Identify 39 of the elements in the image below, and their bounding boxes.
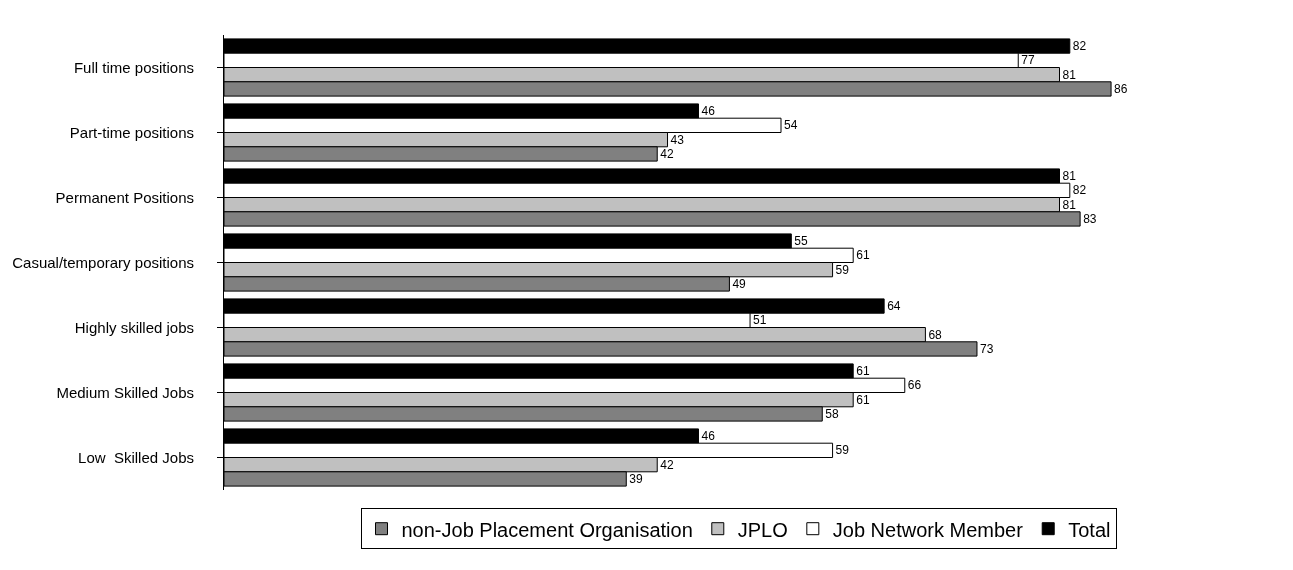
data-label: 83 bbox=[1083, 211, 1097, 226]
data-label: 51 bbox=[753, 313, 767, 328]
data-label: 82 bbox=[1072, 39, 1087, 54]
data-label: 61 bbox=[856, 392, 870, 407]
legend-label: JPLO bbox=[737, 518, 788, 541]
data-label: 66 bbox=[907, 378, 922, 393]
data-label: 86 bbox=[1114, 81, 1128, 96]
data-label: 81 bbox=[1062, 67, 1077, 82]
data-label: 59 bbox=[835, 443, 850, 458]
data-label: 55 bbox=[794, 234, 808, 249]
data-label: 46 bbox=[701, 429, 716, 444]
data-label: 42 bbox=[660, 457, 674, 472]
y-tick-label: Full time positions bbox=[73, 58, 194, 76]
data-label: 39 bbox=[629, 471, 643, 486]
data-label: 49 bbox=[732, 276, 747, 291]
data-label: 61 bbox=[856, 364, 870, 379]
y-tick-label: Highly skilled jobs bbox=[74, 318, 194, 336]
data-label: 77 bbox=[1021, 53, 1035, 68]
data-label: 64 bbox=[887, 299, 901, 314]
legend-label: non-Job Placement Organisation bbox=[401, 518, 693, 541]
y-tick-label: Low Skilled Jobs bbox=[78, 448, 194, 466]
data-label: 73 bbox=[979, 341, 994, 356]
data-label: 82 bbox=[1072, 183, 1087, 198]
data-label: 46 bbox=[701, 104, 716, 119]
data-label: 54 bbox=[784, 118, 798, 133]
legend-label: Job Network Member bbox=[832, 518, 1024, 541]
data-label: 59 bbox=[835, 262, 850, 277]
data-label: 81 bbox=[1062, 197, 1077, 212]
y-tick-label: Permanent Positions bbox=[55, 188, 194, 206]
data-label: 61 bbox=[856, 248, 870, 263]
legend-label: Total bbox=[1068, 518, 1111, 541]
data-label: 43 bbox=[670, 132, 685, 147]
data-label: 42 bbox=[660, 146, 674, 161]
y-tick-label: Medium Skilled Jobs bbox=[56, 383, 194, 401]
data-label: 58 bbox=[825, 406, 839, 421]
data-label: 68 bbox=[928, 327, 943, 342]
y-tick-label: Casual/temporary positions bbox=[12, 253, 194, 271]
y-tick-label: Part-time positions bbox=[69, 123, 194, 141]
data-label: 81 bbox=[1062, 169, 1077, 184]
